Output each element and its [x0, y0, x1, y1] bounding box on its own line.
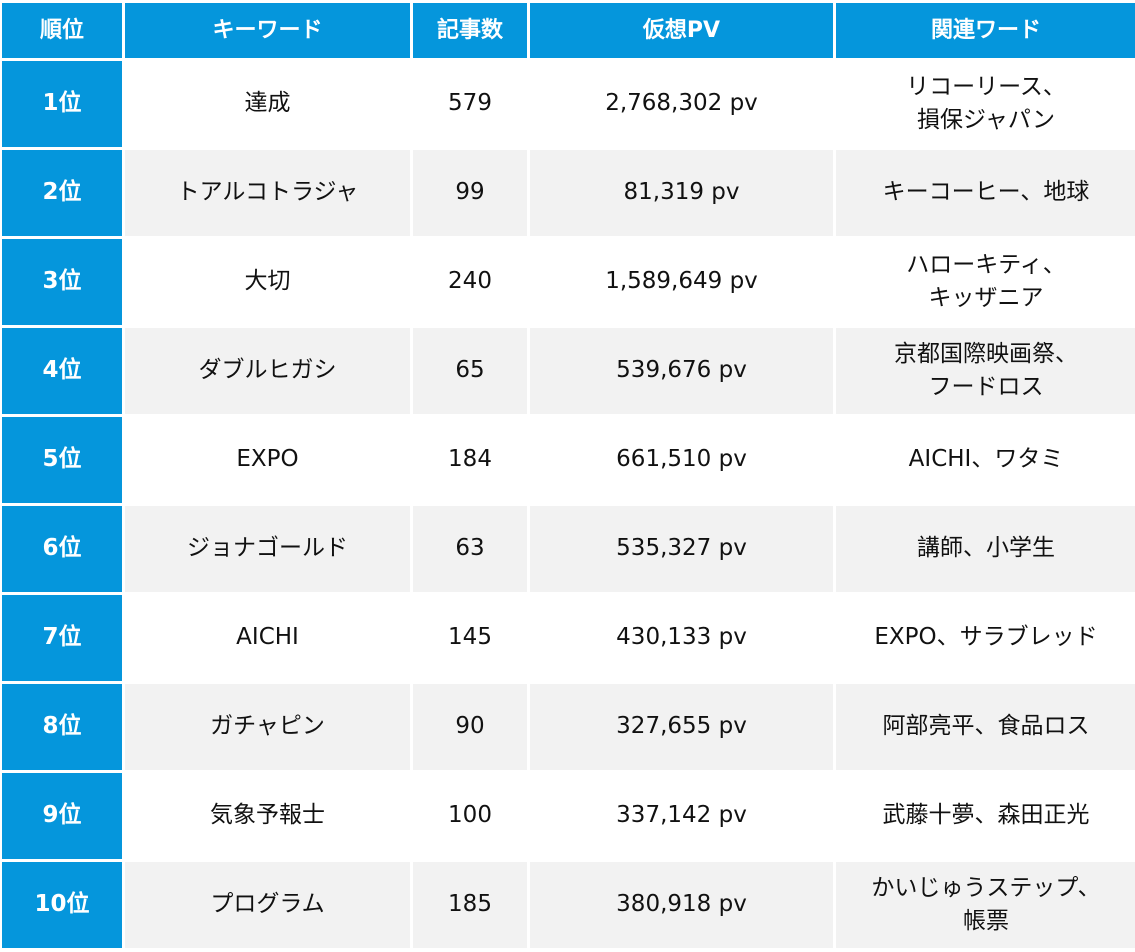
keyword-ranking-table: 順位 キーワード 記事数 仮想PV 関連ワード 1位 達成 579 2,768,…: [2, 3, 1135, 948]
pv-cell: 430,133 pv: [530, 595, 833, 681]
header-rank: 順位: [2, 3, 122, 58]
pv-cell: 81,319 pv: [530, 150, 833, 236]
keyword-cell: 大切: [125, 239, 410, 325]
articles-cell: 240: [413, 239, 527, 325]
related-words-cell: 阿部亮平、食品ロス: [836, 684, 1135, 770]
header-keyword: キーワード: [125, 3, 410, 58]
related-words-cell: 京都国際映画祭、 フードロス: [836, 328, 1135, 414]
related-words-cell: リコーリース、 損保ジャパン: [836, 61, 1135, 147]
related-words-text: 京都国際映画祭、 フードロス: [894, 340, 1078, 400]
articles-cell: 99: [413, 150, 527, 236]
articles-cell: 185: [413, 862, 527, 948]
articles-cell: 100: [413, 773, 527, 859]
rank-cell: 1位: [2, 61, 122, 147]
related-words-text: EXPO、サラブレッド: [874, 624, 1098, 651]
header-related-words: 関連ワード: [836, 3, 1135, 58]
related-words-cell: 講師、小学生: [836, 506, 1135, 592]
related-words-cell: AICHI、ワタミ: [836, 417, 1135, 503]
keyword-cell: ガチャピン: [125, 684, 410, 770]
keyword-cell: プログラム: [125, 862, 410, 948]
related-words-cell: キーコーヒー、地球: [836, 150, 1135, 236]
pv-cell: 535,327 pv: [530, 506, 833, 592]
articles-cell: 63: [413, 506, 527, 592]
rank-cell: 10位: [2, 862, 122, 948]
keyword-cell: 達成: [125, 61, 410, 147]
keyword-cell: ジョナゴールド: [125, 506, 410, 592]
articles-cell: 145: [413, 595, 527, 681]
pv-cell: 661,510 pv: [530, 417, 833, 503]
pv-cell: 380,918 pv: [530, 862, 833, 948]
pv-cell: 327,655 pv: [530, 684, 833, 770]
keyword-cell: ダブルヒガシ: [125, 328, 410, 414]
rank-cell: 2位: [2, 150, 122, 236]
keyword-cell: AICHI: [125, 595, 410, 681]
related-words-text: 阿部亮平、食品ロス: [882, 713, 1090, 740]
related-words-text: AICHI、ワタミ: [908, 446, 1064, 473]
related-words-text: 講師、小学生: [917, 535, 1055, 562]
related-words-text: ハローキティ、 キッザニア: [906, 251, 1066, 311]
pv-cell: 2,768,302 pv: [530, 61, 833, 147]
related-words-cell: EXPO、サラブレッド: [836, 595, 1135, 681]
rank-cell: 9位: [2, 773, 122, 859]
pv-cell: 1,589,649 pv: [530, 239, 833, 325]
rank-cell: 5位: [2, 417, 122, 503]
keyword-cell: EXPO: [125, 417, 410, 503]
pv-cell: 337,142 pv: [530, 773, 833, 859]
rank-cell: 7位: [2, 595, 122, 681]
rank-cell: 4位: [2, 328, 122, 414]
header-articles: 記事数: [413, 3, 527, 58]
header-virtual-pv: 仮想PV: [530, 3, 833, 58]
articles-cell: 65: [413, 328, 527, 414]
related-words-text: 武藤十夢、森田正光: [882, 802, 1090, 829]
rank-cell: 3位: [2, 239, 122, 325]
related-words-cell: ハローキティ、 キッザニア: [836, 239, 1135, 325]
related-words-text: キーコーヒー、地球: [882, 179, 1090, 206]
articles-cell: 579: [413, 61, 527, 147]
keyword-cell: 気象予報士: [125, 773, 410, 859]
pv-cell: 539,676 pv: [530, 328, 833, 414]
related-words-cell: かいじゅうステップ、 帳票: [836, 862, 1135, 948]
articles-cell: 184: [413, 417, 527, 503]
rank-cell: 6位: [2, 506, 122, 592]
related-words-text: かいじゅうステップ、 帳票: [871, 874, 1101, 934]
rank-cell: 8位: [2, 684, 122, 770]
keyword-cell: トアルコトラジャ: [125, 150, 410, 236]
related-words-text: リコーリース、 損保ジャパン: [906, 73, 1066, 133]
related-words-cell: 武藤十夢、森田正光: [836, 773, 1135, 859]
articles-cell: 90: [413, 684, 527, 770]
